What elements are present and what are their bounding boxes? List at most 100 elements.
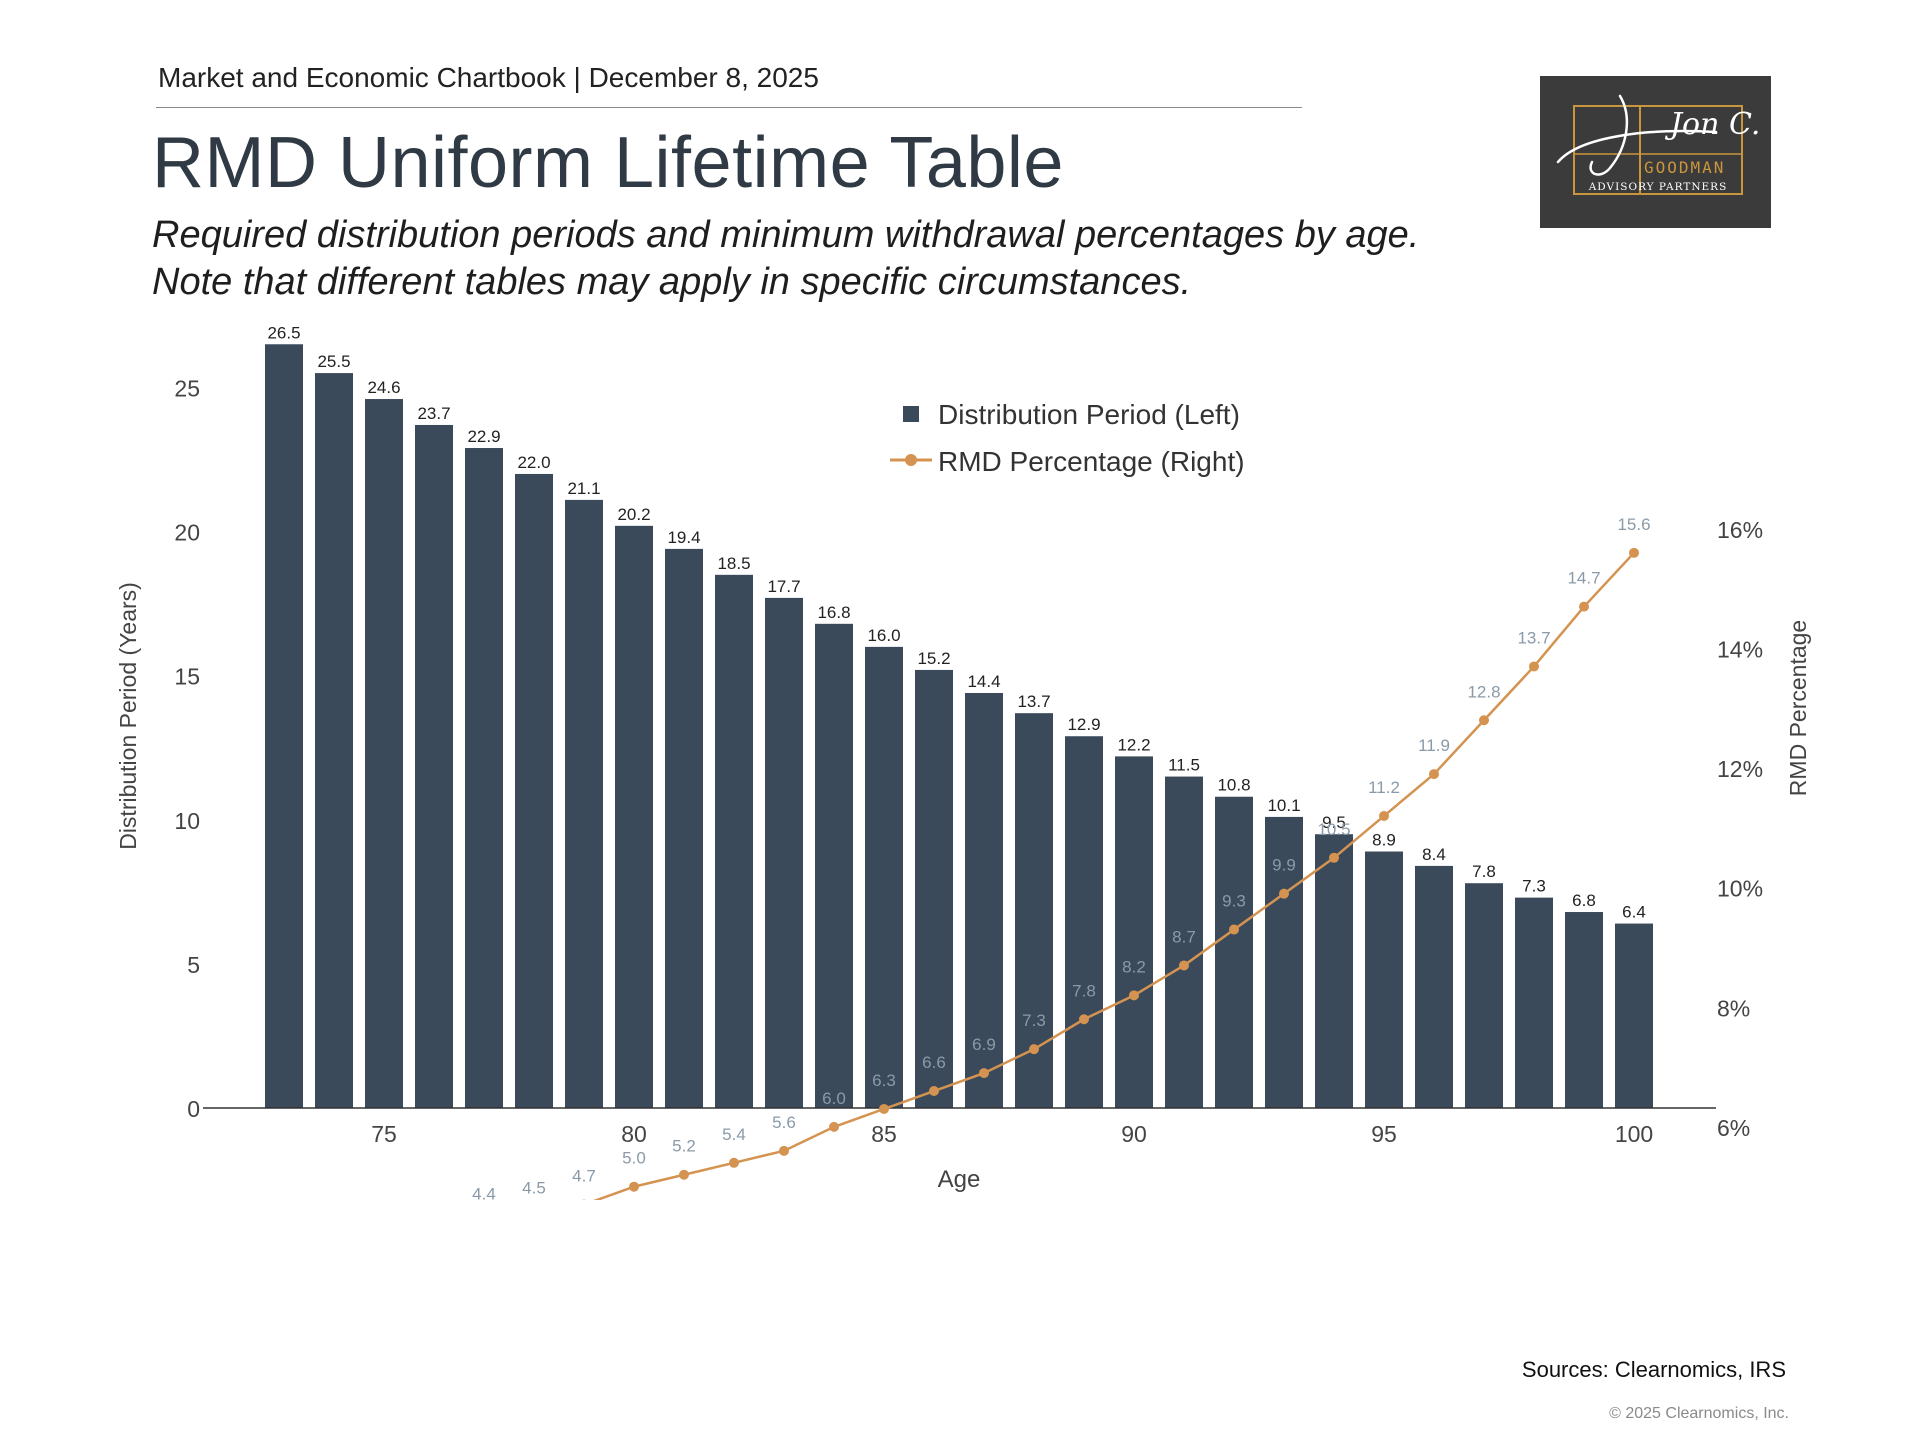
rmd-point	[1129, 990, 1139, 1001]
bar-value-label: 26.5	[267, 323, 300, 342]
bar-value-label: 24.6	[367, 378, 400, 397]
bar	[1215, 796, 1253, 1108]
bar-value-label: 12.2	[1117, 735, 1150, 754]
rmd-value-label: 11.9	[1418, 736, 1450, 755]
rmd-line-series	[582, 547, 1639, 1200]
page-title: RMD Uniform Lifetime Table	[152, 123, 1064, 203]
legend-bar-label: Distribution Period (Left)	[938, 399, 1240, 430]
rmd-point	[1029, 1044, 1039, 1055]
rmd-point	[1179, 960, 1189, 971]
header-divider	[156, 107, 1302, 108]
bar-value-label: 8.4	[1422, 845, 1446, 864]
x-tick-label: 80	[621, 1121, 647, 1147]
rmd-value-label: 15.6	[1617, 515, 1650, 534]
bar-value-label: 13.7	[1017, 692, 1050, 711]
rmd-point	[1329, 852, 1339, 863]
rmd-value-label: 5.6	[772, 1113, 796, 1132]
bar-value-label: 21.1	[567, 479, 600, 498]
rmd-value-label: 4.4	[472, 1185, 496, 1200]
bar-value-label: 22.0	[517, 453, 550, 472]
bar	[315, 373, 353, 1109]
bar	[565, 499, 603, 1108]
y-tick-label: 5	[187, 952, 200, 978]
y2-tick-label: 8%	[1717, 995, 1750, 1021]
bar	[1565, 912, 1603, 1108]
y2-tick-label: 6%	[1717, 1115, 1750, 1141]
copyright-note: © 2025 Clearnomics, Inc.	[1609, 1405, 1789, 1422]
rmd-value-label: 7.8	[1072, 981, 1096, 1000]
bar	[1365, 851, 1403, 1108]
bar	[415, 424, 453, 1108]
y-tick-label: 10	[174, 808, 200, 834]
bar-value-label: 17.7	[767, 577, 800, 596]
chartbook-header: Market and Economic Chartbook | December…	[158, 62, 819, 93]
bar	[1615, 923, 1653, 1108]
rmd-point	[829, 1121, 839, 1132]
bar	[365, 399, 403, 1108]
x-tick-label: 95	[1371, 1121, 1397, 1147]
bar-value-labels: 26.5 25.5 24.6 23.7 22.9 22.0 21.1 20.2 19.4 18.5…	[267, 323, 1645, 921]
bar	[1265, 816, 1303, 1108]
bar-value-label: 14.4	[967, 672, 1000, 691]
bar-value-label: 12.9	[1067, 715, 1100, 734]
bar	[865, 646, 903, 1108]
bar-value-label: 19.4	[667, 528, 700, 547]
y-tick-label: 20	[174, 520, 200, 546]
bar	[1465, 883, 1503, 1108]
rmd-value-label: 4.7	[572, 1167, 596, 1186]
rmd-value-label: 13.7	[1517, 628, 1550, 647]
bar	[1515, 897, 1553, 1108]
rmd-point	[1279, 888, 1289, 899]
rmd-value-label: 5.2	[672, 1137, 696, 1156]
y-tick-label: 0	[187, 1096, 200, 1122]
bar-value-label: 10.8	[1217, 776, 1250, 795]
rmd-point	[629, 1181, 639, 1192]
bar-value-label: 6.8	[1572, 891, 1596, 910]
bar	[915, 669, 953, 1108]
x-tick-label: 100	[1615, 1121, 1653, 1147]
bar	[265, 344, 303, 1108]
rmd-value-label: 7.3	[1022, 1011, 1046, 1030]
rmd-value-label: 9.3	[1222, 892, 1246, 911]
bar-value-label: 7.8	[1472, 862, 1496, 881]
legend-line-label: RMD Percentage (Right)	[938, 446, 1245, 477]
bar	[465, 448, 503, 1109]
legend-line-marker	[905, 454, 917, 466]
bar-value-label: 16.8	[817, 603, 850, 622]
bar-value-label: 16.0	[867, 626, 900, 645]
rmd-value-label: 9.9	[1272, 856, 1296, 875]
rmd-value-label: 5.4	[722, 1125, 746, 1144]
legend-bar-swatch	[903, 406, 919, 422]
rmd-point	[1229, 924, 1239, 935]
logo-signature: Jon C.	[1664, 107, 1760, 142]
y2-axis-label: RMD Percentage	[1785, 620, 1811, 796]
rmd-point	[1079, 1014, 1089, 1025]
y2-tick-label: 14%	[1717, 637, 1763, 663]
rmd-point	[1379, 810, 1389, 821]
y2-tick-label: 10%	[1717, 876, 1763, 902]
bar	[665, 548, 703, 1108]
x-axis-label: Age	[938, 1166, 981, 1193]
rmd-point	[1629, 547, 1639, 558]
bar	[1065, 736, 1103, 1108]
chart-legend: Distribution Period (Left) RMD Percentag…	[890, 399, 1245, 477]
rmd-value-label: 10.5	[1317, 820, 1350, 839]
bar	[715, 574, 753, 1108]
rmd-value-labels: 3.83.94.14.24.44.54.75.05.25.45.66.06.36…	[422, 515, 1650, 1200]
sources-note: Sources: Clearnomics, IRS	[1521, 1357, 1786, 1382]
bar-value-label: 9.5	[1322, 813, 1346, 832]
rmd-point	[729, 1157, 739, 1168]
bar	[1115, 756, 1153, 1108]
rmd-value-label: 8.2	[1122, 957, 1146, 976]
y-tick-label: 15	[174, 664, 200, 690]
bar-value-label: 7.3	[1522, 877, 1546, 896]
rmd-value-label: 6.3	[872, 1071, 896, 1090]
page-subtitle: Required distribution periods and minimu…	[152, 212, 1552, 306]
rmd-line	[593, 551, 1635, 1200]
bar-value-label: 18.5	[717, 554, 750, 573]
bar	[1315, 834, 1353, 1108]
rmd-value-label: 6.6	[922, 1053, 946, 1072]
bar-value-label: 20.2	[617, 505, 650, 524]
rmd-value-label: 6.9	[972, 1035, 996, 1054]
bar-value-label: 22.9	[467, 427, 500, 446]
